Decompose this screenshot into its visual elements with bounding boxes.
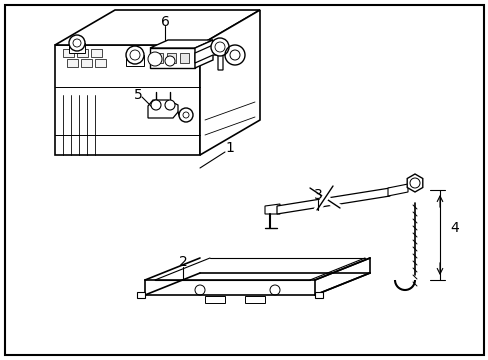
Circle shape [210,38,228,56]
Polygon shape [387,184,407,196]
Polygon shape [95,59,106,67]
Polygon shape [264,204,280,214]
Polygon shape [407,174,422,192]
Polygon shape [150,40,213,48]
Polygon shape [167,53,176,63]
Circle shape [183,112,189,118]
Polygon shape [55,10,260,45]
Polygon shape [55,45,200,155]
Polygon shape [244,296,264,303]
Circle shape [164,100,175,110]
Circle shape [130,50,140,60]
Polygon shape [150,48,195,68]
Polygon shape [154,53,163,63]
Polygon shape [63,49,74,57]
Circle shape [148,52,162,66]
Text: 2: 2 [178,255,187,269]
Circle shape [69,35,85,51]
Text: 4: 4 [450,221,458,235]
Polygon shape [180,53,189,63]
Circle shape [151,100,161,110]
Polygon shape [195,45,223,70]
Text: 3: 3 [313,188,322,202]
Polygon shape [314,292,323,298]
Polygon shape [67,59,78,67]
Text: 1: 1 [225,141,234,155]
Text: 6: 6 [160,15,169,29]
Polygon shape [276,188,389,214]
Circle shape [215,42,224,52]
Polygon shape [204,296,224,303]
Polygon shape [77,49,88,57]
Circle shape [73,39,81,47]
Circle shape [126,46,143,64]
Polygon shape [69,43,85,53]
Polygon shape [81,59,92,67]
Polygon shape [137,292,145,298]
Text: 5: 5 [133,88,142,102]
Polygon shape [148,100,178,118]
Circle shape [164,56,175,66]
Polygon shape [195,40,213,68]
Polygon shape [126,55,143,66]
Circle shape [409,178,419,188]
Polygon shape [200,10,260,155]
Polygon shape [91,49,102,57]
